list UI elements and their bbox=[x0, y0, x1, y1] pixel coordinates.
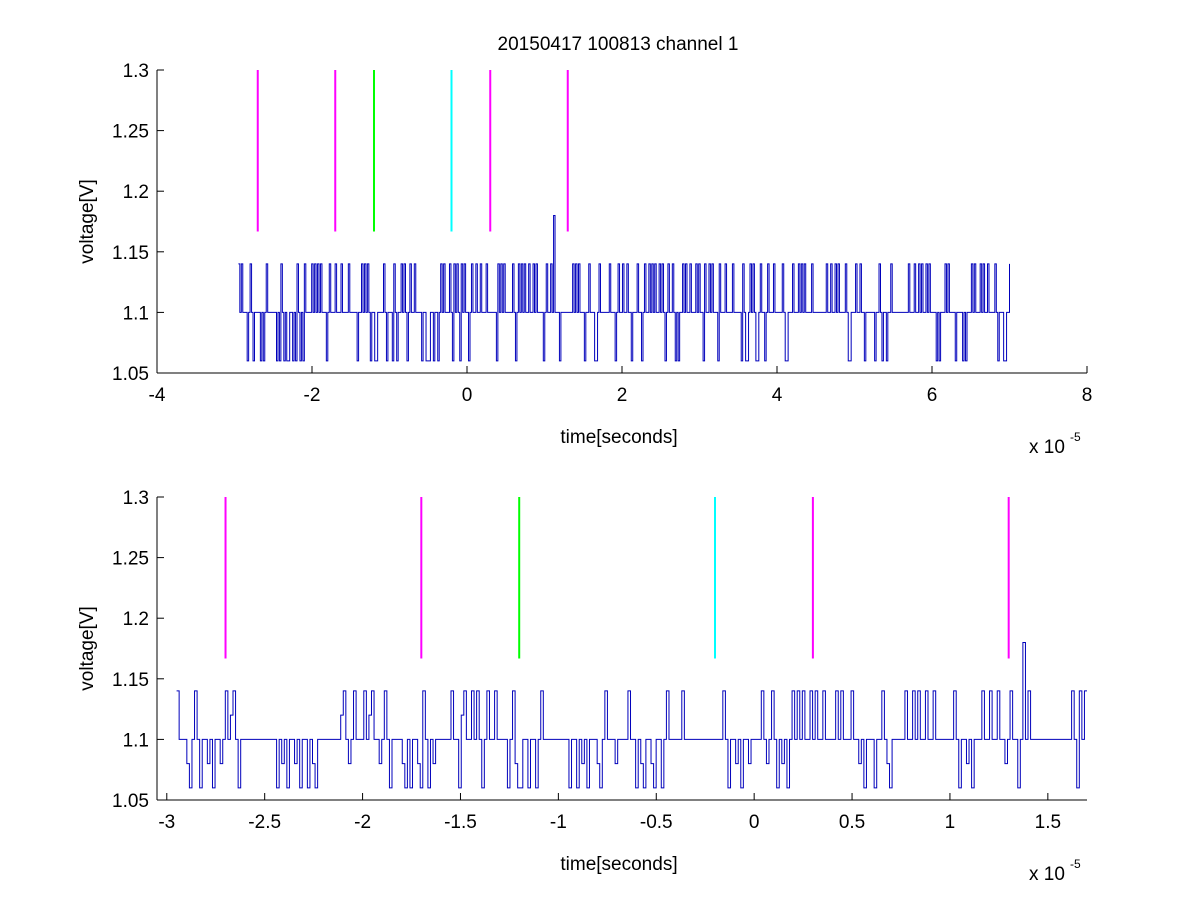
x-tick-label: 1 bbox=[945, 812, 956, 833]
y-tick-label: 1.05 bbox=[112, 791, 149, 812]
x-axis-label: time[seconds] bbox=[560, 427, 677, 448]
x-tick-label: 2 bbox=[617, 385, 628, 406]
x-tick-label: 6 bbox=[927, 385, 938, 406]
x-tick-label: 0.5 bbox=[839, 812, 865, 833]
y-tick-label: 1.05 bbox=[112, 364, 149, 385]
y-tick-label: 1.1 bbox=[123, 730, 149, 751]
y-tick-label: 1.3 bbox=[123, 61, 149, 82]
figure-title: 20150417 100813 channel 1 bbox=[498, 34, 739, 55]
x-tick-label: 4 bbox=[772, 385, 783, 406]
y-axis-label: voltage[V] bbox=[77, 606, 98, 691]
y-axis-label: voltage[V] bbox=[77, 179, 98, 264]
x-tick-label: 0 bbox=[749, 812, 760, 833]
x-tick-label: -1.5 bbox=[444, 812, 477, 833]
axes-bottom: -3 -2.5 -2 -1.5 -1 -0.5 0 0.5 1 1.5 1.05 1.1 1.15 1.2… bbox=[77, 488, 1087, 885]
x-exponent: -5 bbox=[1070, 430, 1081, 444]
y-tick-label: 1.2 bbox=[123, 609, 149, 630]
signal-trace bbox=[176, 641, 1087, 789]
x-exponent-label: x 10 bbox=[1029, 437, 1065, 458]
x-tick-label: -3 bbox=[158, 812, 175, 833]
x-exponent-label: x 10 bbox=[1029, 864, 1065, 885]
x-axis-label: time[seconds] bbox=[560, 854, 677, 875]
x-tick-label: -1 bbox=[550, 812, 567, 833]
x-tick-label: -2 bbox=[354, 812, 371, 833]
x-tick-label: -2 bbox=[304, 385, 321, 406]
axes-top: -4 -2 0 2 4 6 8 1.05 1.1 1.15 1.2 1.25 1.3 time[secon… bbox=[77, 61, 1092, 458]
y-tick-label: 1.25 bbox=[112, 122, 149, 143]
x-exponent: -5 bbox=[1070, 857, 1081, 871]
y-tick-label: 1.25 bbox=[112, 549, 149, 570]
y-tick-label: 1.2 bbox=[123, 182, 149, 203]
x-tick-label: -4 bbox=[149, 385, 166, 406]
x-tick-label: -2.5 bbox=[248, 812, 281, 833]
x-tick-label: -0.5 bbox=[640, 812, 673, 833]
y-tick-label: 1.1 bbox=[123, 303, 149, 324]
signal-trace bbox=[238, 214, 1010, 362]
y-tick-label: 1.3 bbox=[123, 488, 149, 509]
x-tick-label: 8 bbox=[1082, 385, 1093, 406]
y-tick-label: 1.15 bbox=[112, 670, 149, 691]
x-tick-label: 1.5 bbox=[1035, 812, 1061, 833]
x-tick-label: 0 bbox=[462, 385, 473, 406]
y-tick-label: 1.15 bbox=[112, 243, 149, 264]
